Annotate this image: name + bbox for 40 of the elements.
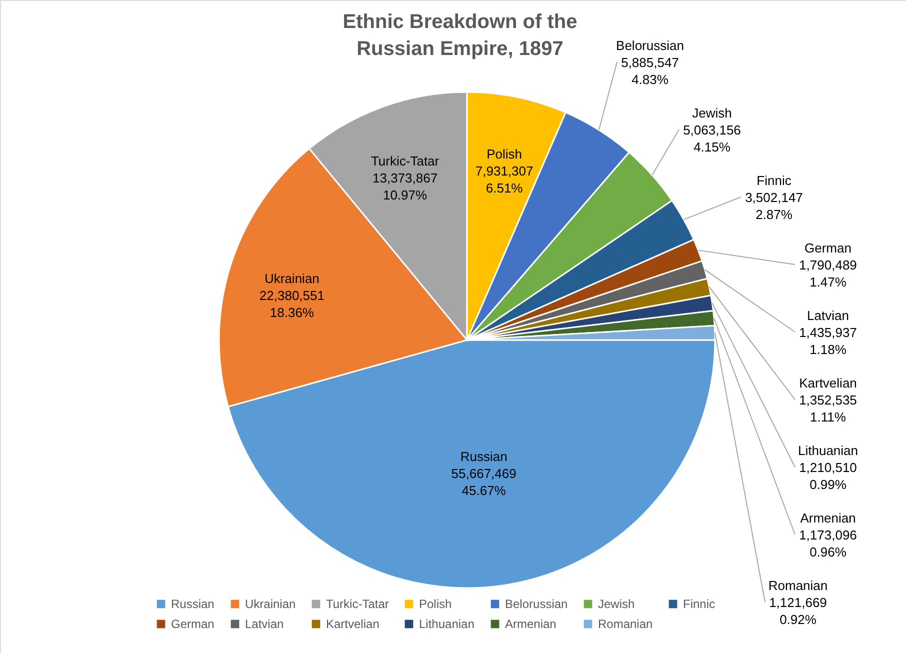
data-label: 1,352,535 1.11% (799, 392, 857, 424)
legend-label: Finnic (683, 597, 716, 611)
legend-label: Turkic-Tatar (326, 597, 389, 611)
legend-label: Latvian (245, 617, 284, 631)
legend-label: Polish (419, 597, 452, 611)
legend-label: Armenian (505, 617, 556, 631)
legend-label: Ukrainian (245, 597, 296, 611)
data-label: 1,790,489 1.47% (799, 258, 857, 290)
data-label: 1,173,096 0.96% (799, 528, 857, 560)
slice-label: Armenian (800, 510, 856, 526)
legend-label: Kartvelian (326, 617, 380, 631)
legend-label: German (171, 617, 214, 631)
legend-label: Belorussian (505, 597, 568, 611)
slice-label: Polish (486, 146, 522, 162)
legend-label: Russian (171, 597, 214, 611)
slice-label: Russian (460, 448, 508, 464)
slice-label: Belorussian (616, 38, 684, 53)
data-label: 1,435,937 1.18% (799, 325, 857, 357)
slice-label: Turkic-Tatar (370, 153, 440, 168)
slice-label: Latvian (807, 308, 849, 323)
data-label: 22,380,551 18.36% (259, 288, 324, 320)
legend-label: Lithuanian (419, 617, 474, 631)
data-label: 7,931,307 6.51% (475, 163, 534, 196)
chart-title: Ethnic Breakdown of the Russian Empire, 1897 (342, 11, 578, 60)
legend-label: Jewish (598, 597, 635, 611)
data-label: 13,373,867 10.97% (372, 170, 438, 202)
data-label: 5,885,547 4.83% (621, 55, 679, 87)
data-label: 5,063,156 4.15% (683, 122, 741, 154)
slice-label: Ukrainian (264, 270, 320, 286)
slice-label: German (804, 240, 852, 256)
slice-label: Kartvelian (799, 376, 857, 390)
slice-label: Romanian (768, 578, 828, 593)
legend-label: Romanian (598, 617, 653, 631)
slice-label: Finnic (756, 173, 792, 188)
data-label: 1,121,669 0.92% (769, 595, 827, 627)
data-label: 3,502,147 2.87% (745, 190, 803, 222)
data-label: 1,210,510 0.99% (799, 460, 857, 492)
data-label: 55,667,469 45.67% (451, 466, 516, 498)
slice-label: Lithuanian (798, 443, 858, 458)
slice-label: Jewish (692, 106, 732, 120)
